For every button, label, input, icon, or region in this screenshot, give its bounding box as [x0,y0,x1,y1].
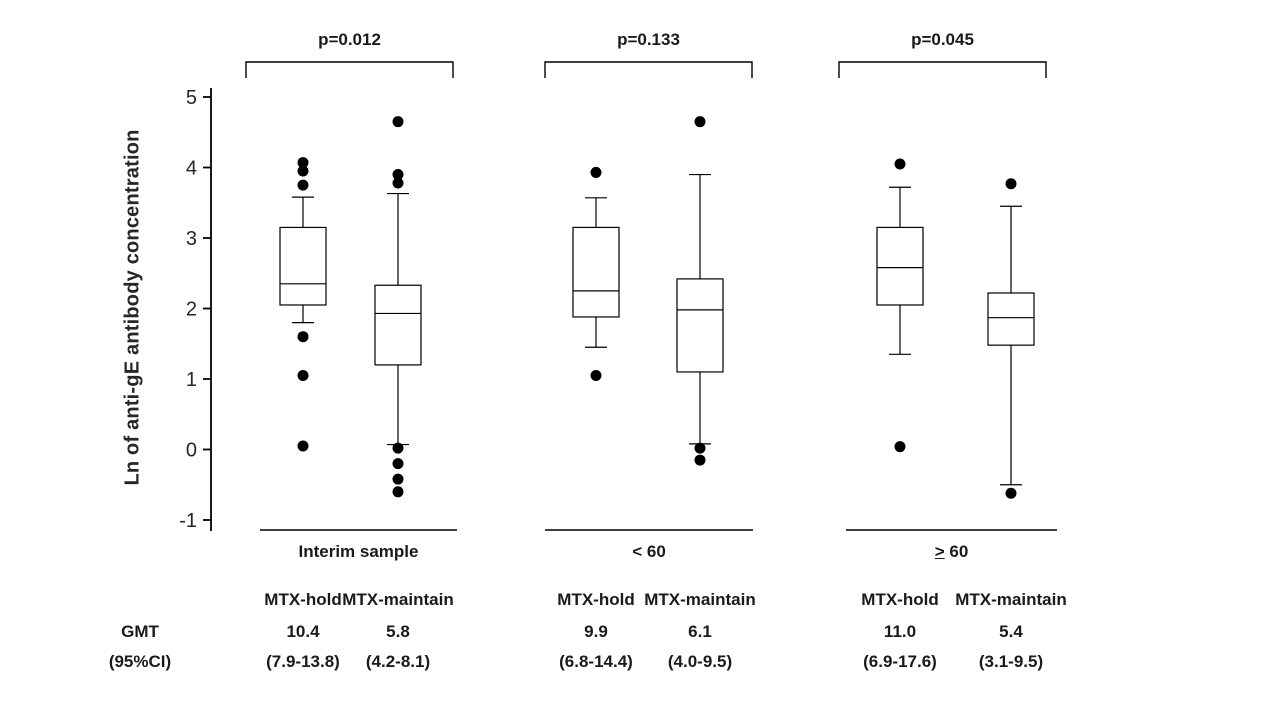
y-tick-label: 0 [186,440,197,462]
y-tick-label: 1 [186,369,197,391]
ci-value: (7.9-13.8) [266,652,340,671]
p-value-label: p=0.133 [617,30,680,49]
y-tick-label: -1 [179,510,197,532]
outlier-dot [392,458,404,470]
y-tick-label: 2 [186,299,197,321]
y-tick-label: 5 [186,87,197,109]
p-value-label: p=0.012 [318,30,381,49]
significance-bracket [544,61,753,78]
gmt-value: 10.4 [286,622,320,641]
gmt-value: 11.0 [883,622,917,641]
ci-value: (4.2-8.1) [365,652,431,671]
underlined-gt-sign: > [934,542,945,561]
gmt-row-label: GMT [121,622,159,641]
outlier-dot [392,473,404,485]
ci-value: (4.0-9.5) [667,652,733,671]
group-name-label: MTX-hold [557,590,635,609]
outlier-dot [1005,487,1017,499]
outlier-dot [694,442,706,454]
outlier-dot [1005,178,1017,190]
y-tick-label: 4 [186,158,197,180]
outlier-dot [297,179,309,191]
y-tick-label: 3 [186,228,197,250]
ci-value: (6.9-17.6) [863,652,937,671]
iqr-box [374,284,422,366]
iqr-box [279,226,327,306]
gmt-value: 5.4 [999,622,1023,641]
group-name-label: MTX-maintain [644,590,756,609]
outlier-dot [392,169,404,181]
outlier-dot [590,369,602,381]
gmt-value: 5.8 [386,622,410,641]
outlier-dot [694,454,706,466]
significance-bracket [245,61,454,78]
outlier-dot [297,331,309,343]
ci-value: (3.1-9.5) [978,652,1044,671]
outlier-dot [297,157,309,169]
ci-value: (6.8-14.4) [559,652,633,671]
panel-label: < 60 [632,542,666,561]
ci-row-label: (95%CI) [108,652,172,671]
group-name-label: MTX-hold [861,590,939,609]
panel-label: > 60 [934,542,969,561]
outlier-dot [894,158,906,170]
p-value-label: p=0.045 [911,30,974,49]
iqr-box [572,226,620,318]
y-axis-title: Ln of anti-gE antibody concentration [121,129,144,486]
iqr-box [876,226,924,306]
outlier-dot [590,166,602,178]
iqr-box [676,278,724,373]
iqr-box [987,292,1035,346]
outlier-dot [297,369,309,381]
outlier-dot [297,440,309,452]
outlier-dot [392,442,404,454]
group-name-label: MTX-hold [264,590,342,609]
outlier-dot [894,441,906,453]
outlier-dot [392,116,404,128]
group-name-label: MTX-maintain [955,590,1067,609]
significance-bracket [838,61,1047,78]
gmt-value: 6.1 [688,622,712,641]
group-name-label: MTX-maintain [342,590,454,609]
outlier-dot [297,165,309,177]
panel-label: Interim sample [298,542,419,561]
outlier-dot [392,177,404,189]
outlier-dot [392,486,404,498]
outlier-dot [694,116,706,128]
gmt-value: 9.9 [584,622,608,641]
